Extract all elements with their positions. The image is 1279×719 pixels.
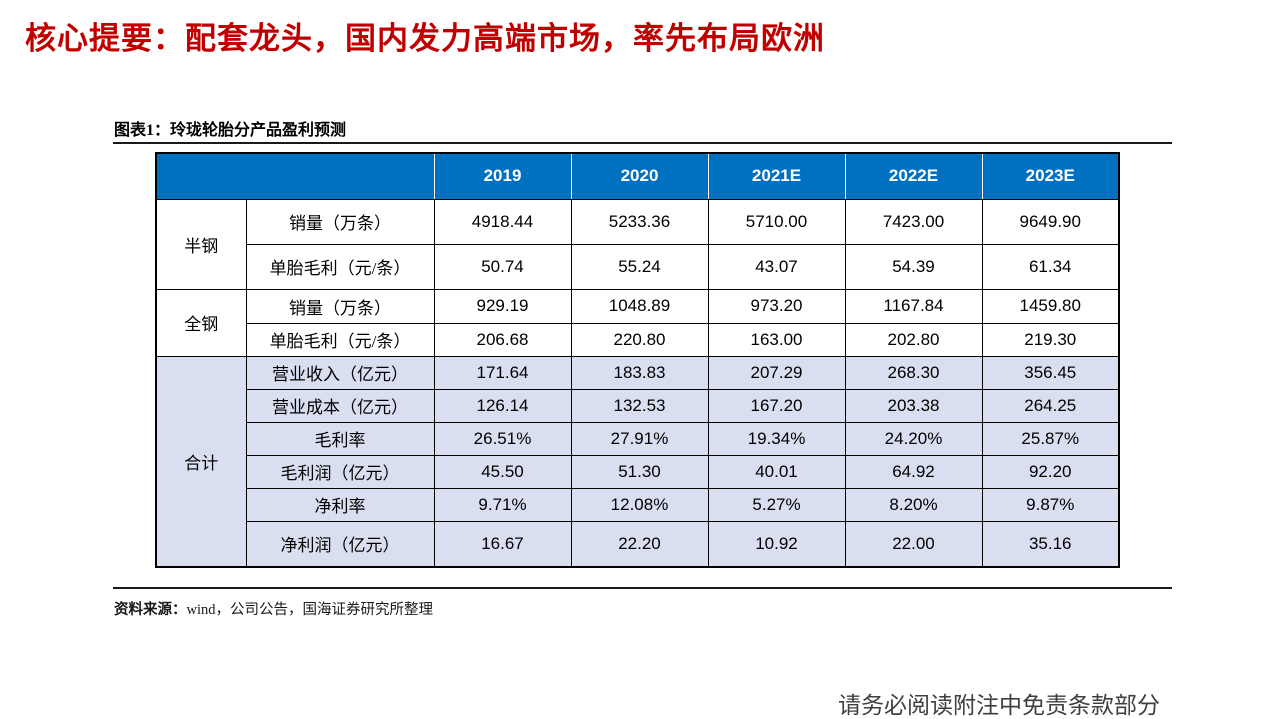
figure-label: 图表1：玲珑轮胎分产品盈利预测	[114, 122, 347, 139]
year-column-header: 2019	[433, 153, 571, 200]
row-label-cell: 净利率	[245, 487, 435, 522]
row-label-cell: 销量（万条）	[245, 198, 435, 245]
group-label-cell: 合计	[155, 355, 247, 568]
profit-forecast-table: 2019 2020 2021E 2022E 2023E 半钢 销量（万条） 4918.44 5…	[155, 152, 1120, 568]
value-cell: 183.83	[570, 355, 709, 390]
value-cell: 16.67	[433, 520, 572, 568]
value-cell: 5233.36	[570, 198, 709, 245]
value-cell: 8.20%	[844, 487, 983, 522]
year-column-header: 2023E	[981, 153, 1119, 200]
row-label-cell: 净利润（亿元）	[245, 520, 435, 568]
value-cell: 10.92	[707, 520, 846, 568]
value-cell: 40.01	[707, 454, 846, 489]
value-cell: 92.20	[981, 454, 1120, 489]
table-corner-cell	[156, 153, 434, 200]
value-cell: 54.39	[844, 243, 983, 290]
figure-bottom-rule	[113, 587, 1172, 589]
year-column-header: 2021E	[707, 153, 845, 200]
page-title: 核心提要：配套龙头，国内发力高端市场，率先布局欧洲	[25, 21, 825, 56]
year-column-header: 2020	[570, 153, 708, 200]
value-cell: 171.64	[433, 355, 572, 390]
value-cell: 167.20	[707, 388, 846, 423]
value-cell: 203.38	[844, 388, 983, 423]
value-cell: 1167.84	[844, 288, 983, 324]
row-label-cell: 毛利润（亿元）	[245, 454, 435, 489]
table-row: 毛利率 26.51% 27.91% 19.34% 24.20% 25.87%	[156, 421, 1120, 456]
source-label: 资料来源：	[114, 602, 187, 618]
row-label-cell: 单胎毛利（元/条）	[245, 322, 435, 357]
value-cell: 9.71%	[433, 487, 572, 522]
value-cell: 45.50	[433, 454, 572, 489]
value-cell: 27.91%	[570, 421, 709, 456]
value-cell: 43.07	[707, 243, 846, 290]
value-cell: 1459.80	[981, 288, 1120, 324]
value-cell: 9649.90	[981, 198, 1120, 245]
value-cell: 929.19	[433, 288, 572, 324]
value-cell: 26.51%	[433, 421, 572, 456]
table-header-row: 2019 2020 2021E 2022E 2023E	[156, 153, 1119, 200]
value-cell: 264.25	[981, 388, 1120, 423]
value-cell: 5.27%	[707, 487, 846, 522]
table-row: 净利率 9.71% 12.08% 5.27% 8.20% 9.87%	[156, 487, 1120, 522]
table-row: 营业成本（亿元） 126.14 132.53 167.20 203.38 264.25	[156, 388, 1120, 423]
value-cell: 25.87%	[981, 421, 1120, 456]
row-label-cell: 毛利率	[245, 421, 435, 456]
year-column-header: 2022E	[844, 153, 982, 200]
value-cell: 51.30	[570, 454, 709, 489]
table-row: 净利润（亿元） 16.67 22.20 10.92 22.00 35.16	[156, 520, 1120, 568]
figure-top-rule	[113, 142, 1172, 144]
source-text: wind，公司公告，国海证券研究所整理	[186, 602, 434, 618]
table-row: 全钢 销量（万条） 929.19 1048.89 973.20 1167.84 1459.8…	[155, 288, 1120, 357]
value-cell: 268.30	[844, 355, 983, 390]
table-row: 单胎毛利（元/条） 206.68 220.80 163.00 202.80 219.30	[156, 322, 1120, 357]
row-label-cell: 营业成本（亿元）	[245, 388, 435, 423]
group-label-cell: 半钢	[155, 198, 247, 290]
table-body: 半钢 销量（万条） 4918.44 5233.36 5710.00 7423.00 9649…	[155, 198, 1120, 568]
row-label-cell: 营业收入（亿元）	[245, 355, 435, 390]
value-cell: 50.74	[433, 243, 572, 290]
value-cell: 64.92	[844, 454, 983, 489]
table-row: 半钢 销量（万条） 4918.44 5233.36 5710.00 7423.00 9649…	[155, 198, 1120, 290]
value-cell: 973.20	[707, 288, 846, 324]
row-label-cell: 单胎毛利（元/条）	[245, 243, 435, 290]
value-cell: 22.20	[570, 520, 709, 568]
value-cell: 126.14	[433, 388, 572, 423]
value-cell: 206.68	[433, 322, 572, 357]
value-cell: 1048.89	[570, 288, 709, 324]
table-row: 合计 营业收入（亿元） 171.64 183.83 207.29 268.30 356.45	[155, 355, 1120, 568]
group-label-cell: 全钢	[155, 288, 247, 357]
value-cell: 35.16	[981, 520, 1120, 568]
row-label-cell: 销量（万条）	[245, 288, 435, 324]
value-cell: 163.00	[707, 322, 846, 357]
value-cell: 22.00	[844, 520, 983, 568]
value-cell: 4918.44	[433, 198, 572, 245]
value-cell: 356.45	[981, 355, 1120, 390]
value-cell: 202.80	[844, 322, 983, 357]
value-cell: 61.34	[981, 243, 1120, 290]
table-row: 单胎毛利（元/条） 50.74 55.24 43.07 54.39 61.34	[156, 243, 1120, 290]
value-cell: 132.53	[570, 388, 709, 423]
table-row: 毛利润（亿元） 45.50 51.30 40.01 64.92 92.20	[156, 454, 1120, 489]
value-cell: 9.87%	[981, 487, 1120, 522]
value-cell: 219.30	[981, 322, 1120, 357]
value-cell: 5710.00	[707, 198, 846, 245]
disclaimer-footer: 请务必阅读附注中免责条款部分	[838, 692, 1160, 718]
value-cell: 19.34%	[707, 421, 846, 456]
source-note: 资料来源：wind，公司公告，国海证券研究所整理	[114, 598, 433, 619]
value-cell: 7423.00	[844, 198, 983, 245]
value-cell: 24.20%	[844, 421, 983, 456]
value-cell: 12.08%	[570, 487, 709, 522]
value-cell: 220.80	[570, 322, 709, 357]
value-cell: 55.24	[570, 243, 709, 290]
value-cell: 207.29	[707, 355, 846, 390]
